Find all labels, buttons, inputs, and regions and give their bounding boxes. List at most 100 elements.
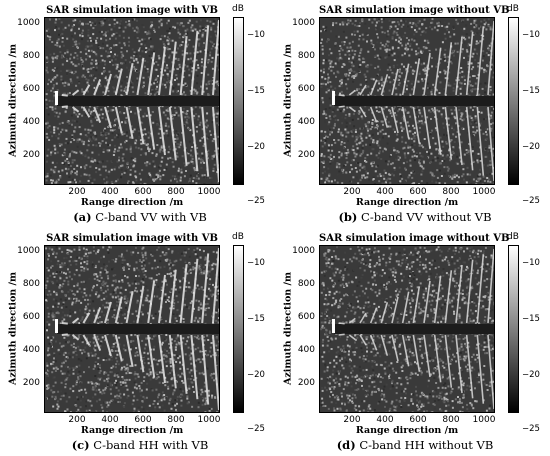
x-tick-label: 1000 — [197, 187, 221, 197]
panel-b: SAR simulation image without VB 1000 800 60… — [275, 0, 550, 228]
sar-image — [44, 245, 220, 413]
sar-image-canvas — [320, 18, 494, 184]
colorbar-tick-label: −10 — [522, 30, 540, 40]
panel-title: SAR simulation image without VB — [319, 5, 510, 16]
x-tick-label: 400 — [376, 415, 394, 425]
colorbar-tick-label: −20 — [247, 142, 265, 152]
x-tick-label: 400 — [101, 415, 119, 425]
y-tick-label: 800 — [22, 51, 40, 61]
panel-caption: (d) C-band HH without VB — [305, 438, 525, 452]
x-tick-label: 1000 — [472, 187, 496, 197]
x-tick-label: 1000 — [197, 415, 221, 425]
y-tick-label: 200 — [22, 378, 40, 388]
caption-tag: (c) — [71, 438, 90, 452]
colorbar-tick-label: −25 — [247, 424, 265, 434]
y-tick-label: 600 — [22, 312, 40, 322]
panel-c: SAR simulation image with VB 1000 800 600 40… — [0, 228, 275, 456]
colorbar-tick-label: −20 — [247, 370, 265, 380]
panel-a: SAR simulation image with VB 1000 800 600 40… — [0, 0, 275, 228]
caption-text: C-band HH without VB — [359, 438, 494, 452]
x-tick-label: 200 — [343, 187, 361, 197]
x-tick-label: 800 — [167, 415, 185, 425]
y-tick-label: 200 — [297, 378, 315, 388]
caption-text: C-band HH with VB — [93, 438, 209, 452]
colorbar-tick-label: −10 — [247, 258, 265, 268]
colorbar-tick-label: −10 — [247, 30, 265, 40]
caption-text: C-band VV without VB — [361, 210, 492, 224]
y-tick-label: 800 — [297, 51, 315, 61]
x-axis-label: Range direction /m — [80, 425, 184, 436]
x-tick-label: 200 — [343, 415, 361, 425]
x-tick-label: 600 — [409, 415, 427, 425]
colorbar-unit: dB — [232, 4, 244, 14]
y-tick-label: 600 — [22, 84, 40, 94]
y-tick-label: 1000 — [17, 18, 40, 28]
colorbar — [233, 17, 244, 185]
x-tick-label: 800 — [167, 187, 185, 197]
x-axis-label: Range direction /m — [355, 425, 459, 436]
caption-tag: (a) — [73, 210, 92, 224]
colorbar-tick-label: −15 — [247, 86, 265, 96]
x-tick-label: 600 — [409, 187, 427, 197]
panel-caption: (c) C-band HH with VB — [30, 438, 250, 452]
x-tick-label: 200 — [68, 415, 86, 425]
y-tick-label: 1000 — [292, 246, 315, 256]
x-tick-label: 800 — [442, 187, 460, 197]
sar-image — [319, 245, 495, 413]
panel-d: SAR simulation image without VB 1000 800 60… — [275, 228, 550, 456]
sar-image — [44, 17, 220, 185]
x-tick-label: 400 — [376, 187, 394, 197]
panel-caption: (b) C-band VV without VB — [305, 210, 525, 224]
x-tick-label: 800 — [442, 415, 460, 425]
y-axis-label: Azimuth direction /m — [7, 43, 19, 158]
y-tick-label: 200 — [297, 150, 315, 160]
colorbar — [508, 17, 519, 185]
caption-text: C-band VV with VB — [95, 210, 207, 224]
panel-title: SAR simulation image without VB — [319, 233, 510, 244]
colorbar — [233, 245, 244, 413]
colorbar — [508, 245, 519, 413]
caption-tag: (b) — [338, 210, 358, 224]
colorbar-tick-label: −15 — [522, 86, 540, 96]
caption-tag: (d) — [336, 438, 356, 452]
x-tick-label: 400 — [101, 187, 119, 197]
sar-image-canvas — [45, 18, 219, 184]
x-tick-label: 600 — [134, 415, 152, 425]
y-tick-label: 800 — [297, 279, 315, 289]
y-axis-label: Azimuth direction /m — [282, 271, 294, 386]
colorbar-tick-label: −20 — [522, 370, 540, 380]
panel-caption: (a) C-band VV with VB — [30, 210, 250, 224]
y-tick-label: 200 — [22, 150, 40, 160]
y-tick-label: 1000 — [292, 18, 315, 28]
y-tick-label: 400 — [297, 117, 315, 127]
y-tick-label: 400 — [297, 345, 315, 355]
x-tick-label: 1000 — [472, 415, 496, 425]
colorbar-tick-label: −15 — [247, 314, 265, 324]
panel-title: SAR simulation image with VB — [46, 233, 218, 244]
colorbar-tick-label: −25 — [522, 424, 540, 434]
y-tick-label: 1000 — [17, 246, 40, 256]
y-axis-label: Azimuth direction /m — [7, 271, 19, 386]
x-axis-label: Range direction /m — [80, 197, 184, 208]
panel-title: SAR simulation image with VB — [46, 5, 218, 16]
colorbar-tick-label: −10 — [522, 258, 540, 268]
y-tick-label: 600 — [297, 84, 315, 94]
y-tick-label: 800 — [22, 279, 40, 289]
sar-image-canvas — [320, 246, 494, 412]
colorbar-tick-label: −25 — [247, 196, 265, 206]
sar-image — [319, 17, 495, 185]
colorbar-tick-label: −15 — [522, 314, 540, 324]
colorbar-unit: dB — [232, 232, 244, 242]
colorbar-tick-label: −20 — [522, 142, 540, 152]
y-tick-label: 600 — [297, 312, 315, 322]
sar-image-canvas — [45, 246, 219, 412]
colorbar-tick-label: −25 — [522, 196, 540, 206]
colorbar-unit: dB — [507, 4, 519, 14]
y-axis-label: Azimuth direction /m — [282, 43, 294, 158]
y-tick-label: 400 — [22, 345, 40, 355]
y-tick-label: 400 — [22, 117, 40, 127]
x-tick-label: 600 — [134, 187, 152, 197]
x-axis-label: Range direction /m — [355, 197, 459, 208]
colorbar-unit: dB — [507, 232, 519, 242]
x-tick-label: 200 — [68, 187, 86, 197]
